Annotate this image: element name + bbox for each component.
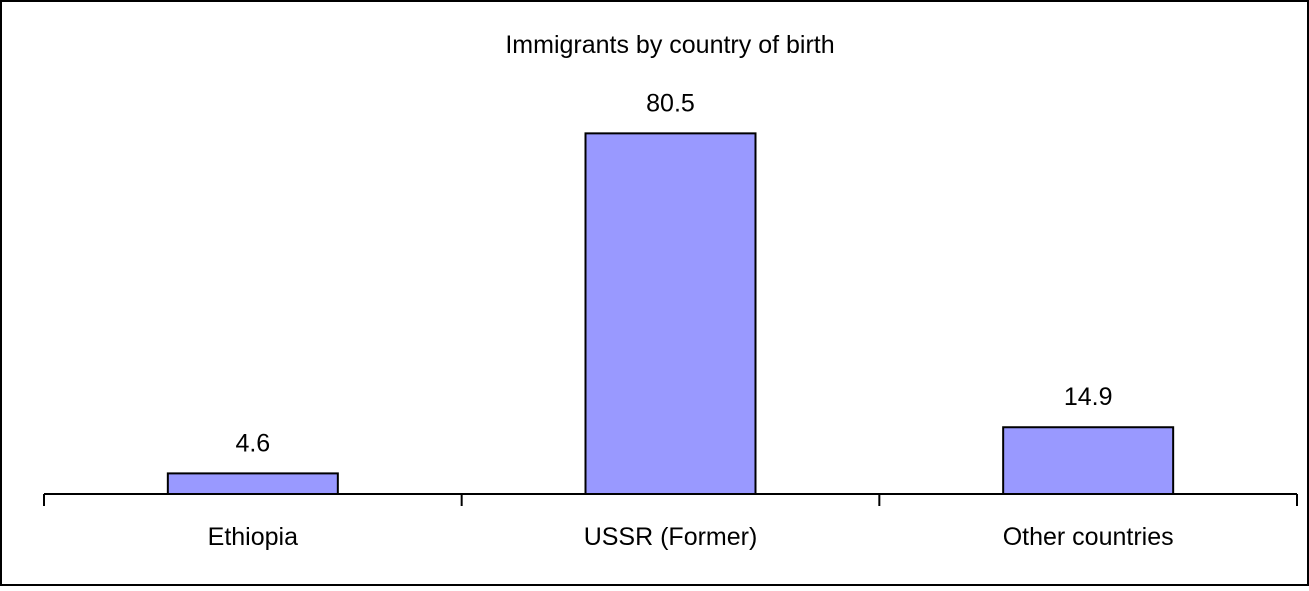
data-label: 14.9	[1064, 383, 1113, 411]
chart-title: Immigrants by country of birth	[505, 31, 834, 59]
data-label: 4.6	[235, 429, 270, 457]
data-label: 80.5	[646, 89, 695, 117]
bars-group	[166, 132, 1175, 496]
x-tick-label: USSR (Former)	[584, 523, 758, 551]
bar-ussr-former	[584, 132, 757, 496]
x-tick-label: Other countries	[1003, 523, 1174, 551]
x-axis-ticks-group	[43, 494, 1298, 506]
data-labels-group: 4.6 80.5 14.9	[235, 89, 1112, 457]
bar-other-countries	[1002, 426, 1175, 495]
x-tick-labels-group: Ethiopia USSR (Former) Other countries	[208, 523, 1174, 551]
bar-ethiopia	[166, 472, 339, 495]
x-tick-label: Ethiopia	[208, 523, 298, 551]
